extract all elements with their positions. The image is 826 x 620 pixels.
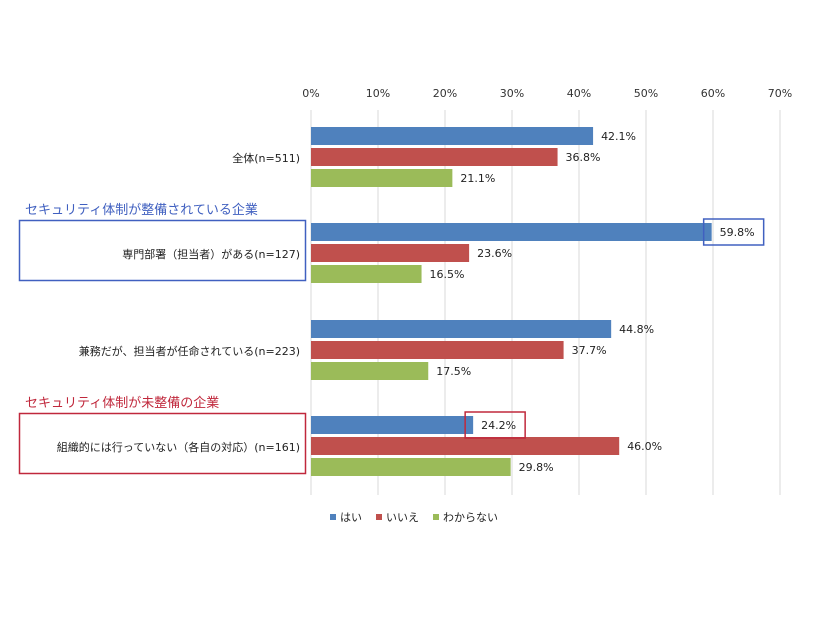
category-label: 組織的には行っていない（各自の対応）(n=161)	[57, 440, 300, 454]
bar	[311, 148, 558, 166]
bar	[311, 244, 470, 262]
x-tick-label: 40%	[567, 87, 591, 100]
x-tick-label: 10%	[366, 87, 390, 100]
x-tick-label: 70%	[768, 87, 792, 100]
bar	[311, 458, 511, 476]
data-label: 44.8%	[619, 323, 654, 336]
bar	[311, 320, 612, 338]
data-label: 29.8%	[519, 461, 554, 474]
category-label: 専門部署（担当者）がある(n=127)	[122, 247, 300, 261]
value-highlight-box	[464, 411, 526, 439]
x-tick-label: 30%	[500, 87, 524, 100]
legend-label: わからない	[443, 511, 498, 524]
section-heading: セキュリティ体制が整備されている企業	[25, 202, 258, 218]
data-label: 46.0%	[627, 440, 662, 453]
data-label: 36.8%	[566, 151, 601, 164]
data-label: 21.1%	[460, 172, 495, 185]
bar	[311, 362, 429, 380]
bar	[311, 223, 712, 241]
data-label: 42.1%	[601, 130, 636, 143]
data-label: 37.7%	[572, 344, 607, 357]
bar	[311, 341, 564, 359]
legend-label: いいえ	[386, 511, 419, 524]
x-tick-label: 50%	[634, 87, 658, 100]
category-label: 全体(n=511)	[232, 151, 300, 165]
category-label: 兼務だが、担当者が任命されている(n=223)	[79, 344, 300, 358]
legend-swatch	[433, 514, 439, 520]
bar	[311, 265, 422, 283]
data-label: 16.5%	[430, 268, 465, 281]
category-highlight-box	[18, 412, 307, 475]
data-label: 23.6%	[477, 247, 512, 260]
x-tick-label: 20%	[433, 87, 457, 100]
data-label: 24.2%	[481, 419, 516, 432]
legend-swatch	[376, 514, 382, 520]
section-heading: セキュリティ体制が未整備の企業	[25, 395, 219, 411]
bar	[311, 127, 594, 145]
legend-swatch	[330, 514, 336, 520]
x-tick-label: 0%	[302, 87, 319, 100]
bar	[311, 416, 474, 434]
x-tick-label: 60%	[701, 87, 725, 100]
value-highlight-box	[702, 218, 765, 246]
bar	[311, 169, 453, 187]
legend-label: はい	[340, 511, 362, 524]
data-label: 59.8%	[720, 226, 755, 239]
category-highlight-box	[18, 219, 307, 282]
bar	[311, 437, 620, 455]
data-label: 17.5%	[436, 365, 471, 378]
